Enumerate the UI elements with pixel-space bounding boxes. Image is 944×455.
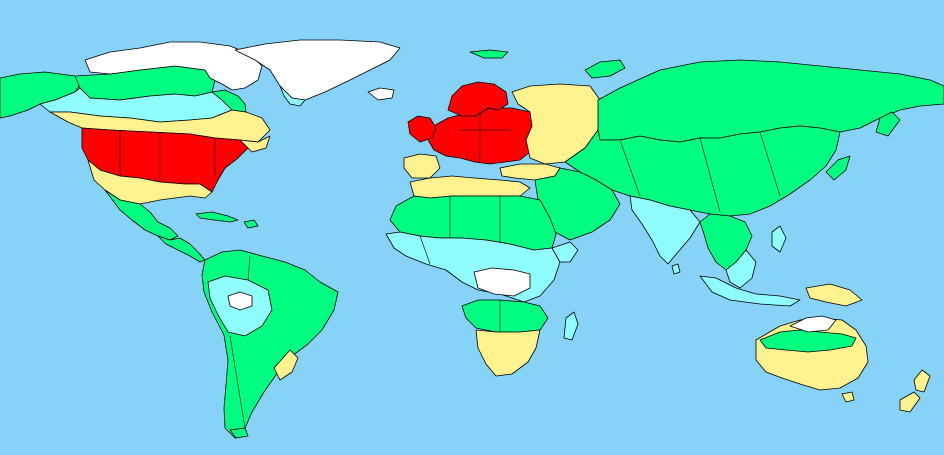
- svalbard: [469, 49, 509, 59]
- border-line: [759, 131, 781, 197]
- cuba: [195, 211, 239, 223]
- novaya-zemlya: [584, 59, 626, 79]
- hudson-bay-shore: [211, 89, 247, 113]
- iberia-yellow: [403, 153, 441, 179]
- southern-africa-yellow: [475, 329, 541, 377]
- southern-africa-green: [461, 299, 549, 333]
- indonesia-light-blue: [699, 275, 801, 307]
- tierra-del-fuego: [229, 427, 249, 439]
- india-light-blue: [629, 195, 701, 265]
- horn-of-africa: [551, 241, 579, 263]
- southeast-asia-light-blue: [725, 249, 757, 289]
- philippines: [771, 225, 787, 253]
- border-line: [247, 255, 251, 281]
- mexico: [104, 189, 179, 241]
- madagascar: [563, 311, 579, 341]
- british-isles-red: [407, 115, 437, 143]
- scandinavia-red: [447, 81, 509, 117]
- central-africa-white: [473, 267, 531, 297]
- border-line: [699, 137, 721, 213]
- kamchatka: [875, 111, 901, 137]
- iceland: [367, 87, 395, 101]
- sri-lanka: [671, 263, 681, 275]
- uruguay-yellow: [273, 349, 299, 381]
- australia-white: [789, 315, 837, 333]
- japan: [825, 155, 851, 181]
- border-line: [419, 235, 431, 265]
- australia-green-band: [759, 329, 857, 353]
- tasmania: [841, 391, 855, 403]
- border-line: [229, 335, 246, 429]
- new-zealand-south: [899, 391, 921, 413]
- canada-arctic-islands: [84, 41, 263, 91]
- north-yellow-strip-east: [239, 135, 271, 153]
- bolivia-white: [227, 291, 253, 311]
- caribbean-island: [243, 219, 259, 229]
- border-line: [619, 139, 641, 197]
- new-zealand-north: [913, 369, 931, 393]
- new-guinea-yellow: [805, 283, 863, 307]
- greenland: [234, 39, 401, 101]
- greenland-south: [279, 85, 306, 107]
